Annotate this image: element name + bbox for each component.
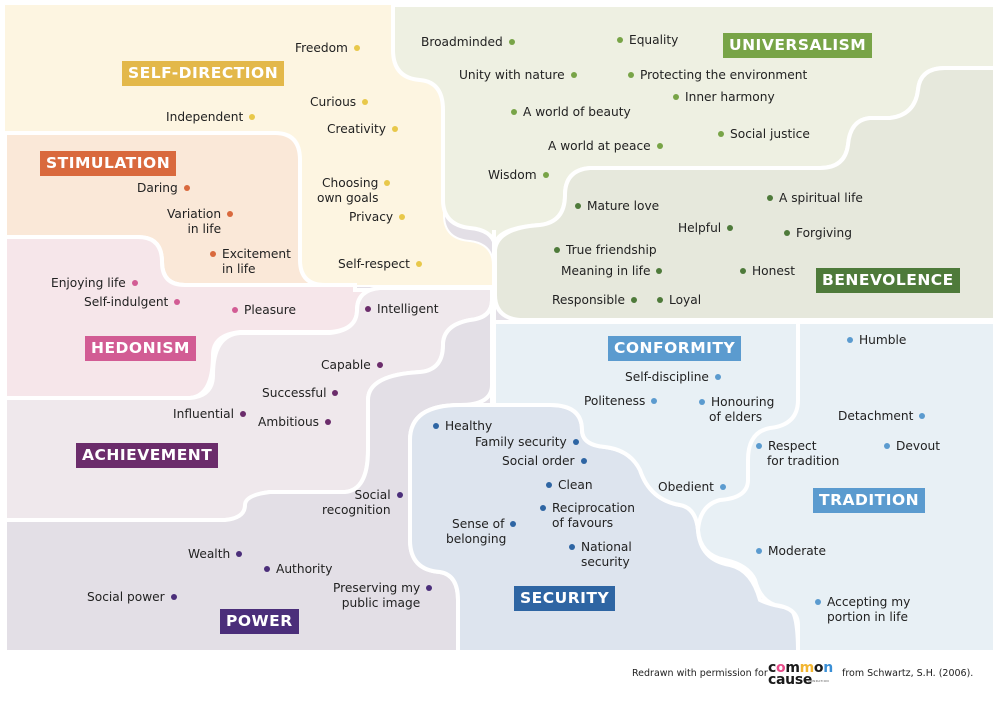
logo-subtitle: FOUNDATION xyxy=(806,679,829,683)
value-accepting-my-portion: Accepting my portion in life xyxy=(815,595,910,625)
value-family-security: Family security xyxy=(475,435,579,450)
value-social-justice: Social justice xyxy=(718,127,810,142)
label-self-direction: SELF-DIRECTION xyxy=(122,61,285,86)
value-broadminded: Broadminded xyxy=(421,35,515,50)
value-world-of-beauty: A world of beauty xyxy=(511,105,631,120)
value-healthy: Healthy xyxy=(433,419,492,434)
credit-suffix: from Schwartz, S.H. (2006). xyxy=(842,668,974,679)
value-obedient: Obedient xyxy=(658,480,726,495)
logo-line-1: common xyxy=(768,660,833,676)
value-devout: Devout xyxy=(884,439,940,454)
value-social-recognition: Social recognition xyxy=(322,488,403,518)
region-conformity-tradition xyxy=(490,320,997,654)
value-reciprocation-of-favours: Reciprocation of favours xyxy=(540,501,635,531)
label-conformity: CONFORMITY xyxy=(608,336,742,361)
common-cause-logo: common cause FOUNDATION xyxy=(768,660,838,689)
value-politeness: Politeness xyxy=(584,394,658,409)
value-pleasure: Pleasure xyxy=(232,303,296,318)
value-enjoying-life: Enjoying life xyxy=(51,276,138,291)
value-social-order: Social order xyxy=(502,454,587,469)
value-honouring-of-elders: Honouring of elders xyxy=(699,395,774,425)
value-daring: Daring xyxy=(137,181,190,196)
label-tradition: TRADITION xyxy=(813,488,926,513)
value-successful: Successful xyxy=(262,386,339,401)
credit-prefix: Redrawn with permission for xyxy=(632,668,768,679)
value-ambitious: Ambitious xyxy=(258,415,332,430)
label-security: SECURITY xyxy=(514,586,616,611)
value-loyal: Loyal xyxy=(657,293,701,308)
value-inner-harmony: Inner harmony xyxy=(673,90,775,105)
value-independent: Independent xyxy=(166,110,256,125)
logo-line-2: cause xyxy=(768,672,813,688)
value-choosing-own-goals: Choosing own goals xyxy=(317,176,391,206)
value-influential: Influential xyxy=(173,407,246,422)
value-spiritual-life: A spiritual life xyxy=(767,191,863,206)
value-intelligent: Intelligent xyxy=(365,302,439,317)
value-freedom: Freedom xyxy=(295,41,360,56)
value-meaning-in-life: Meaning in life xyxy=(561,264,663,279)
value-humble: Humble xyxy=(847,333,906,348)
value-sense-of-belonging: Sense of belonging xyxy=(446,517,517,547)
value-responsible: Responsible xyxy=(552,293,638,308)
value-wisdom: Wisdom xyxy=(488,168,549,183)
value-social-power: Social power xyxy=(87,590,177,605)
label-achievement: ACHIEVEMENT xyxy=(76,443,219,468)
value-detachment: Detachment xyxy=(838,409,926,424)
label-universalism: UNIVERSALISM xyxy=(723,33,873,58)
value-authority: Authority xyxy=(264,562,332,577)
value-wealth: Wealth xyxy=(188,547,243,562)
label-stimulation: STIMULATION xyxy=(40,151,177,176)
label-hedonism: HEDONISM xyxy=(85,336,196,361)
value-excitement-in-life: Excitement in life xyxy=(210,247,291,277)
value-respect-for-tradition: Respect for tradition xyxy=(756,439,839,469)
value-national-security: National security xyxy=(569,540,632,570)
value-self-respect: Self-respect xyxy=(338,257,422,272)
value-clean: Clean xyxy=(546,478,593,493)
label-benevolence: BENEVOLENCE xyxy=(816,268,960,293)
value-mature-love: Mature love xyxy=(575,199,659,214)
value-unity-with-nature: Unity with nature xyxy=(459,68,577,83)
label-power: POWER xyxy=(220,609,299,634)
value-privacy: Privacy xyxy=(349,210,406,225)
value-world-at-peace: A world at peace xyxy=(548,139,663,154)
value-self-indulgent: Self-indulgent xyxy=(84,295,181,310)
value-preserving-public-image: Preserving my public image xyxy=(333,581,433,611)
value-curious: Curious xyxy=(310,95,369,110)
value-forgiving: Forgiving xyxy=(784,226,852,241)
value-protecting-environment: Protecting the environment xyxy=(628,68,807,83)
value-equality: Equality xyxy=(617,33,678,48)
value-honest: Honest xyxy=(740,264,795,279)
value-capable: Capable xyxy=(321,358,383,373)
value-self-discipline: Self-discipline xyxy=(625,370,721,385)
value-moderate: Moderate xyxy=(756,544,826,559)
value-helpful: Helpful xyxy=(678,221,734,236)
value-variation-in-life: Variation in life xyxy=(167,207,234,237)
value-creativity: Creativity xyxy=(327,122,398,137)
value-true-friendship: True friendship xyxy=(554,243,657,258)
